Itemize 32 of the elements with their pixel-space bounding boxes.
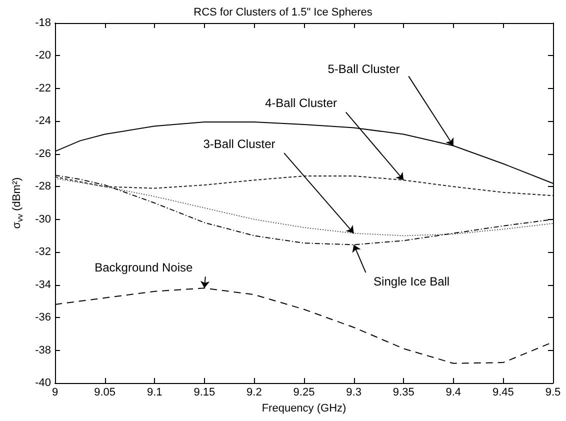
y-tick-label: -34 bbox=[35, 278, 51, 291]
x-tick-label: 9.35 bbox=[392, 386, 414, 398]
text: 3-Ball Cluster bbox=[203, 137, 276, 152]
y-tick-label: -36 bbox=[35, 312, 51, 324]
y-tick-label: -18 bbox=[35, 17, 51, 29]
y-tick-label: -38 bbox=[35, 344, 51, 356]
y-tick-label: -30 bbox=[35, 213, 51, 226]
x-axis-title: Frequency (GHz) bbox=[262, 402, 346, 414]
x-tick-label: 9.45 bbox=[492, 386, 514, 398]
x-tick-label: 9.3 bbox=[346, 386, 362, 398]
y-tick-label: -20 bbox=[35, 50, 51, 62]
x-tick-label: 9.15 bbox=[194, 386, 216, 398]
x-tick-label: 9.05 bbox=[94, 386, 116, 398]
x-tick-label: 9.25 bbox=[293, 386, 315, 398]
x-tick-label: 9 bbox=[52, 386, 58, 398]
text: Single Ice Ball bbox=[374, 274, 450, 289]
series-label: Background Noise bbox=[94, 260, 193, 275]
y-tick-label: -24 bbox=[35, 115, 51, 128]
y-tick-label: -40 bbox=[35, 377, 51, 389]
x-tick-label: 9.5 bbox=[545, 386, 561, 398]
y-tick-label: -28 bbox=[35, 180, 51, 193]
y-axis-title: σvv (dBm²) bbox=[11, 177, 25, 229]
text: 4-Ball Cluster bbox=[264, 96, 338, 110]
y-tick-label: -26 bbox=[35, 148, 51, 160]
y-tick-label: -32 bbox=[35, 246, 51, 258]
x-tick-label: 9.1 bbox=[146, 386, 162, 398]
chart-title: RCS for Clusters of 1.5" Ice Spheres bbox=[194, 6, 373, 18]
text: 5-Ball Cluster bbox=[328, 62, 400, 76]
x-tick-label: 9.4 bbox=[446, 386, 462, 398]
y-tick-label: -22 bbox=[35, 82, 51, 94]
line-series bbox=[54, 178, 554, 236]
x-tick-label: 9.2 bbox=[246, 386, 262, 398]
